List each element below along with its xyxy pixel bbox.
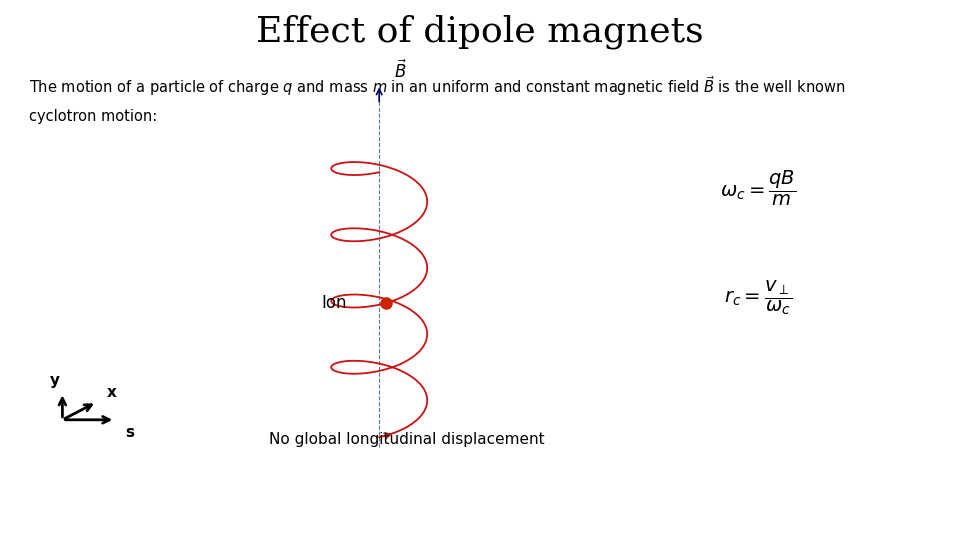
Text: $\vec{B}$: $\vec{B}$ <box>394 59 407 82</box>
Text: Effect of dipole magnets: Effect of dipole magnets <box>256 15 704 49</box>
Text: $\omega_c = \dfrac{qB}{m}$: $\omega_c = \dfrac{qB}{m}$ <box>720 169 797 208</box>
Text: cyclotron motion:: cyclotron motion: <box>29 109 157 124</box>
Text: s: s <box>125 425 133 440</box>
Text: Alexis Gamelin: Alexis Gamelin <box>14 514 128 529</box>
Text: No global longitudinal displacement: No global longitudinal displacement <box>269 432 544 447</box>
Text: 6: 6 <box>935 514 946 529</box>
Text: Image: Eurofusion: Image: Eurofusion <box>411 514 549 529</box>
Text: Ion: Ion <box>322 294 348 312</box>
Text: $r_c = \dfrac{v_\perp}{\omega_c}$: $r_c = \dfrac{v_\perp}{\omega_c}$ <box>724 279 793 318</box>
Text: y: y <box>50 373 60 388</box>
Text: x: x <box>107 384 116 400</box>
Text: The motion of a particle of charge $q$ and mass $m$ in an uniform and constant m: The motion of a particle of charge $q$ a… <box>29 75 845 98</box>
